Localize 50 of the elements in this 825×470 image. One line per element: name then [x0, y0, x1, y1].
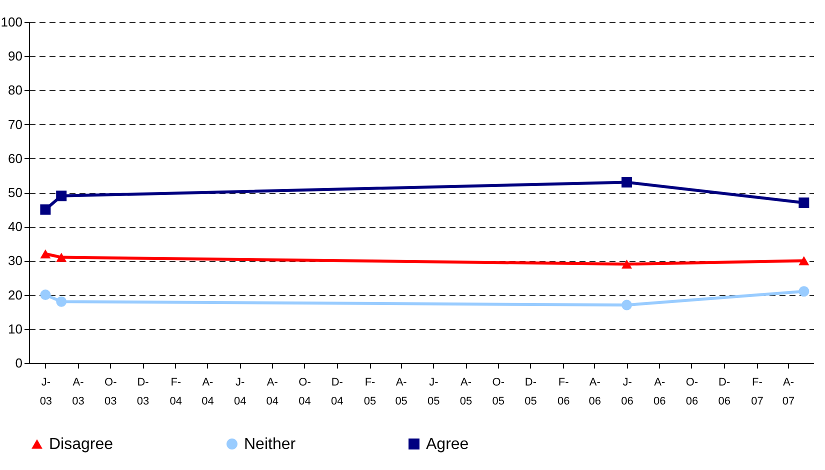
x-tick-label: A-04	[202, 376, 214, 408]
x-tick-label: F-05	[364, 376, 376, 408]
x-tick-label: A-06	[653, 376, 666, 408]
y-tick-label: 80	[8, 82, 22, 98]
x-tick-label: F-07	[751, 376, 764, 408]
y-tick-label: 70	[8, 116, 22, 132]
point	[40, 204, 51, 215]
point	[56, 190, 67, 202]
legend-label: Disagree	[49, 436, 114, 453]
y-tick-label: 60	[8, 150, 22, 166]
point	[56, 252, 67, 262]
x-tick-label: F-04	[170, 376, 182, 408]
x-tick-label: J-05	[428, 376, 440, 408]
x-tick-label: O-04	[298, 376, 312, 408]
y-tick-label: 20	[8, 287, 22, 302]
point	[622, 300, 632, 310]
y-tick-label: 10	[8, 321, 22, 336]
x-tick-label: A-03	[72, 376, 84, 408]
y-tick-label: 100	[0, 14, 22, 30]
y-tick-label: 40	[8, 219, 22, 234]
x-tick-label: J-06	[621, 376, 634, 408]
x-tick-label: D-06	[718, 376, 730, 408]
x-tick-label: A-06	[588, 376, 602, 408]
x-tick-label: D-05	[524, 376, 537, 408]
y-tick-label: 50	[8, 185, 22, 200]
x-tick-label: A-05	[395, 376, 408, 408]
x-tick-label: A-07	[782, 376, 795, 408]
x-tick-label: D-03	[136, 376, 150, 408]
legend-label: Agree	[426, 436, 469, 453]
x-tick-label: O-06	[686, 376, 698, 408]
x-tick-label: J-04	[234, 376, 246, 408]
y-tick-label: 30	[8, 253, 22, 268]
x-tick-label: A-04	[266, 376, 279, 408]
x-tick-label: D-04	[331, 376, 344, 408]
point	[56, 296, 67, 307]
point	[40, 249, 51, 258]
x-tick-label: F-06	[557, 376, 570, 408]
point	[40, 290, 51, 300]
y-tick-label: 0	[15, 356, 22, 370]
x-tick-label: A-05	[460, 376, 472, 408]
y-tick-label: 90	[8, 48, 22, 64]
point	[622, 177, 632, 188]
x-tick-label: O-05	[492, 376, 505, 408]
x-tick-label: J-03	[40, 376, 52, 408]
point	[798, 197, 810, 208]
point	[798, 256, 810, 266]
x-tick-label: O-03	[104, 376, 118, 408]
legend-label: Neither	[244, 436, 296, 453]
point	[622, 260, 632, 269]
point	[798, 286, 810, 297]
